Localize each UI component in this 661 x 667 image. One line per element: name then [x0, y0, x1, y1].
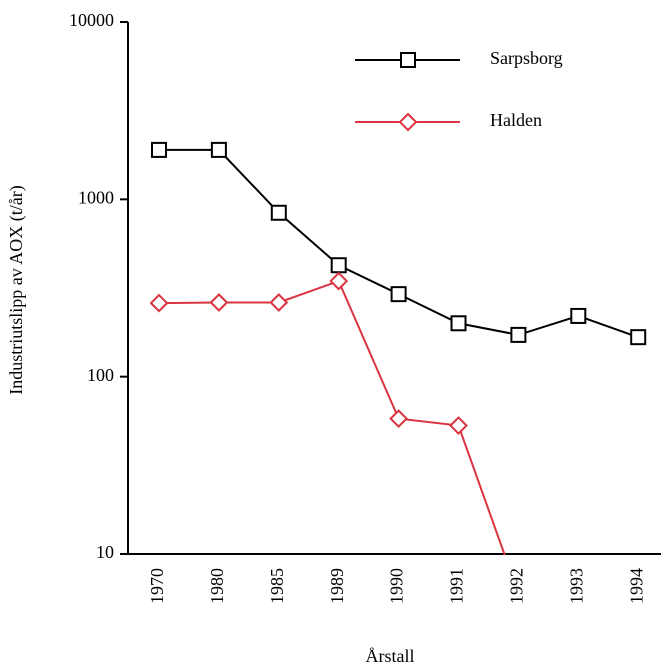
x-tick-label: 1970	[147, 568, 167, 604]
marker	[270, 204, 287, 221]
y-tick-label: 10	[96, 542, 114, 562]
marker	[330, 257, 347, 274]
legend-label: Sarpsborg	[490, 48, 563, 68]
x-tick-label: 1989	[327, 568, 347, 604]
marker	[390, 286, 407, 303]
series-line	[159, 148, 639, 339]
marker	[210, 141, 227, 158]
marker	[630, 329, 647, 346]
x-axis-label: Årstall	[366, 646, 415, 666]
x-tick-label: 1992	[507, 568, 527, 604]
y-tick-label: 10000	[69, 10, 114, 30]
marker	[570, 307, 587, 324]
x-tick-label: 1990	[387, 568, 407, 604]
plot-area	[149, 141, 647, 555]
marker	[269, 293, 289, 312]
marker	[510, 326, 527, 343]
marker	[389, 409, 409, 429]
x-tick-label: 1980	[207, 568, 227, 604]
marker	[209, 293, 229, 312]
x-tick-label: 1985	[267, 568, 287, 604]
marker	[329, 271, 349, 291]
x-tick-label: 1993	[566, 568, 586, 604]
marker	[149, 293, 169, 313]
x-tick-label: 1994	[626, 568, 646, 604]
marker	[449, 416, 468, 435]
y-axis-label: Industriutslipp av AOX (t/år)	[6, 185, 27, 394]
legend-label: Halden	[490, 110, 542, 130]
marker	[151, 141, 167, 158]
y-tick-label: 100	[87, 365, 114, 385]
x-tick-label: 1991	[447, 568, 467, 604]
legend-marker	[400, 52, 416, 68]
marker	[450, 315, 467, 332]
y-tick-label: 1000	[78, 187, 114, 207]
legend-marker	[398, 112, 418, 132]
